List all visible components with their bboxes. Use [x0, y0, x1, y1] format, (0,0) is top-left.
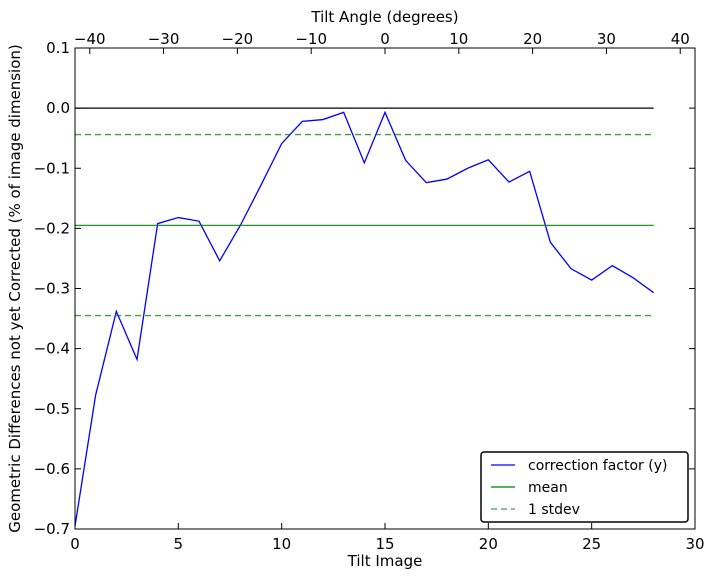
y-axis-title: Geometric Differences not yet Corrected … [6, 44, 24, 533]
y-tick-label: −0.1 [34, 159, 70, 177]
x2-tick-label: −20 [222, 30, 254, 48]
legend-label-mean: mean [528, 480, 568, 496]
x2-tick-label: 30 [597, 30, 616, 48]
y-tick-label: −0.5 [34, 400, 70, 418]
x2-tick-label: −30 [148, 30, 180, 48]
x2-tick-label: 40 [671, 30, 690, 48]
x-tick-label: 15 [375, 535, 394, 553]
legend: correction factor (y) mean 1 stdev [480, 451, 689, 523]
y-tick-label: 0.1 [46, 39, 70, 57]
series-layer [74, 107, 655, 527]
y-tick-label: −0.7 [34, 520, 70, 538]
legend-box [480, 451, 689, 523]
y-tick-label: −0.4 [34, 340, 70, 358]
x-tick-label: 20 [479, 535, 498, 553]
tick-layer: 0 5 10 15 20 25 30 −40 −30 −20 −10 0 10 20 30 40 0.1 0.0 −… [34, 30, 705, 553]
x2-tick-label: 10 [449, 30, 468, 48]
series-correction-factor-y [74, 110, 655, 527]
x2-tick-label: −10 [295, 30, 327, 48]
x-tick-label: 25 [582, 535, 601, 553]
y-tick-label: 0.0 [46, 99, 70, 117]
x-tick-label: 10 [272, 535, 291, 553]
x2-tick-label: 20 [523, 30, 542, 48]
y-tick-label: −0.2 [34, 219, 70, 237]
x-tick-label: 0 [70, 535, 80, 553]
x2-axis-title: Tilt Angle (degrees) [310, 8, 458, 26]
y-tick-label: −0.6 [34, 460, 70, 478]
x2-tick-label: 0 [380, 30, 390, 48]
x2-tick-label: −40 [74, 30, 106, 48]
x-tick-label: 30 [685, 535, 704, 553]
x-tick-label: 5 [174, 535, 184, 553]
legend-label-correction-factor: correction factor (y) [528, 458, 667, 474]
legend-label-1-stdev: 1 stdev [528, 502, 580, 518]
y-tick-label: −0.3 [34, 280, 70, 298]
x-axis-title: Tilt Image [347, 552, 423, 570]
